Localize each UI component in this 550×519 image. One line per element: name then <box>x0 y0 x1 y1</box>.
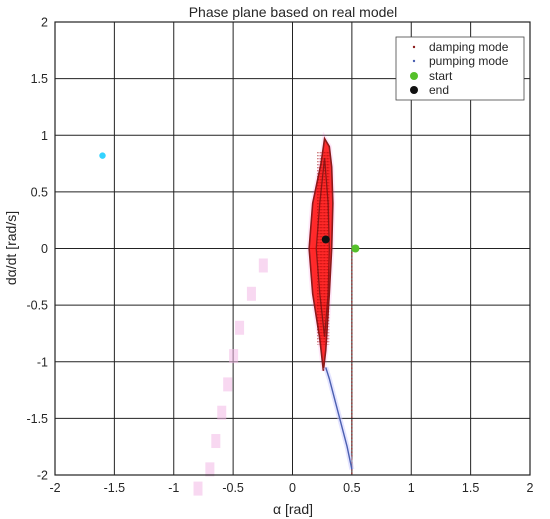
y-axis-ticks: -2 -1.5 -1 -0.5 0 0.5 1 1.5 2 <box>26 16 48 483</box>
x-axis-ticks: -2 -1.5 -1 -0.5 0 0.5 1 1.5 2 <box>49 481 533 495</box>
y-tick-label: 2 <box>41 16 48 30</box>
legend: damping mode pumping mode start end <box>395 36 525 101</box>
x-tick-label: -1.5 <box>104 481 126 495</box>
legend-end-label: end <box>429 83 449 97</box>
legend-damping-marker <box>412 45 416 49</box>
x-tick-label: -0.5 <box>222 481 244 495</box>
series-layer <box>99 131 360 475</box>
x-tick-label: -2 <box>49 481 60 495</box>
legend-entry-end: end <box>410 83 449 97</box>
residual-mark <box>205 462 215 477</box>
residual-mark <box>246 286 256 301</box>
residual-marks <box>193 258 268 496</box>
residual-mark <box>229 349 239 364</box>
residual-mark <box>235 320 245 335</box>
residual-mark <box>258 258 268 273</box>
y-tick-label: -2 <box>37 469 48 483</box>
residual-mark <box>193 481 203 496</box>
residual-mark <box>223 377 233 392</box>
legend-entry-pumping: pumping mode <box>412 54 509 68</box>
legend-entry-damping: damping mode <box>412 40 509 54</box>
pumping-mode-point <box>99 152 106 159</box>
legend-start-label: start <box>429 69 453 83</box>
y-axis-label: dα/dt [rad/s] <box>3 211 19 285</box>
chart-title: Phase plane based on real model <box>189 4 398 20</box>
legend-end-marker <box>410 86 418 94</box>
x-tick-label: 1.5 <box>462 481 479 495</box>
y-tick-label: 1 <box>41 129 48 143</box>
x-tick-label: 2 <box>527 481 534 495</box>
start-marker <box>351 244 360 253</box>
pumping-mode-line <box>325 367 353 470</box>
y-tick-label: 0 <box>41 242 48 256</box>
x-tick-label: 0 <box>289 481 296 495</box>
y-tick-label: 1.5 <box>31 72 48 86</box>
y-tick-label: -1.5 <box>26 412 48 426</box>
residual-mark <box>217 405 227 420</box>
plot-frame <box>54 21 531 476</box>
legend-entry-start: start <box>410 69 453 83</box>
legend-pumping-marker <box>412 59 416 63</box>
legend-damping-label: damping mode <box>429 40 509 54</box>
y-tick-label: -1 <box>37 355 48 369</box>
x-axis-label: α [rad] <box>273 501 313 517</box>
legend-pumping-label: pumping mode <box>429 54 509 68</box>
x-tick-label: -1 <box>168 481 179 495</box>
damping-outer-orbit <box>308 136 334 371</box>
y-tick-label: -0.5 <box>26 299 48 313</box>
y-tick-label: 0.5 <box>31 185 48 199</box>
x-tick-label: 1 <box>408 481 415 495</box>
legend-start-marker <box>410 72 418 80</box>
x-tick-label: 0.5 <box>343 481 360 495</box>
residual-mark <box>211 434 221 449</box>
end-marker <box>321 235 330 244</box>
